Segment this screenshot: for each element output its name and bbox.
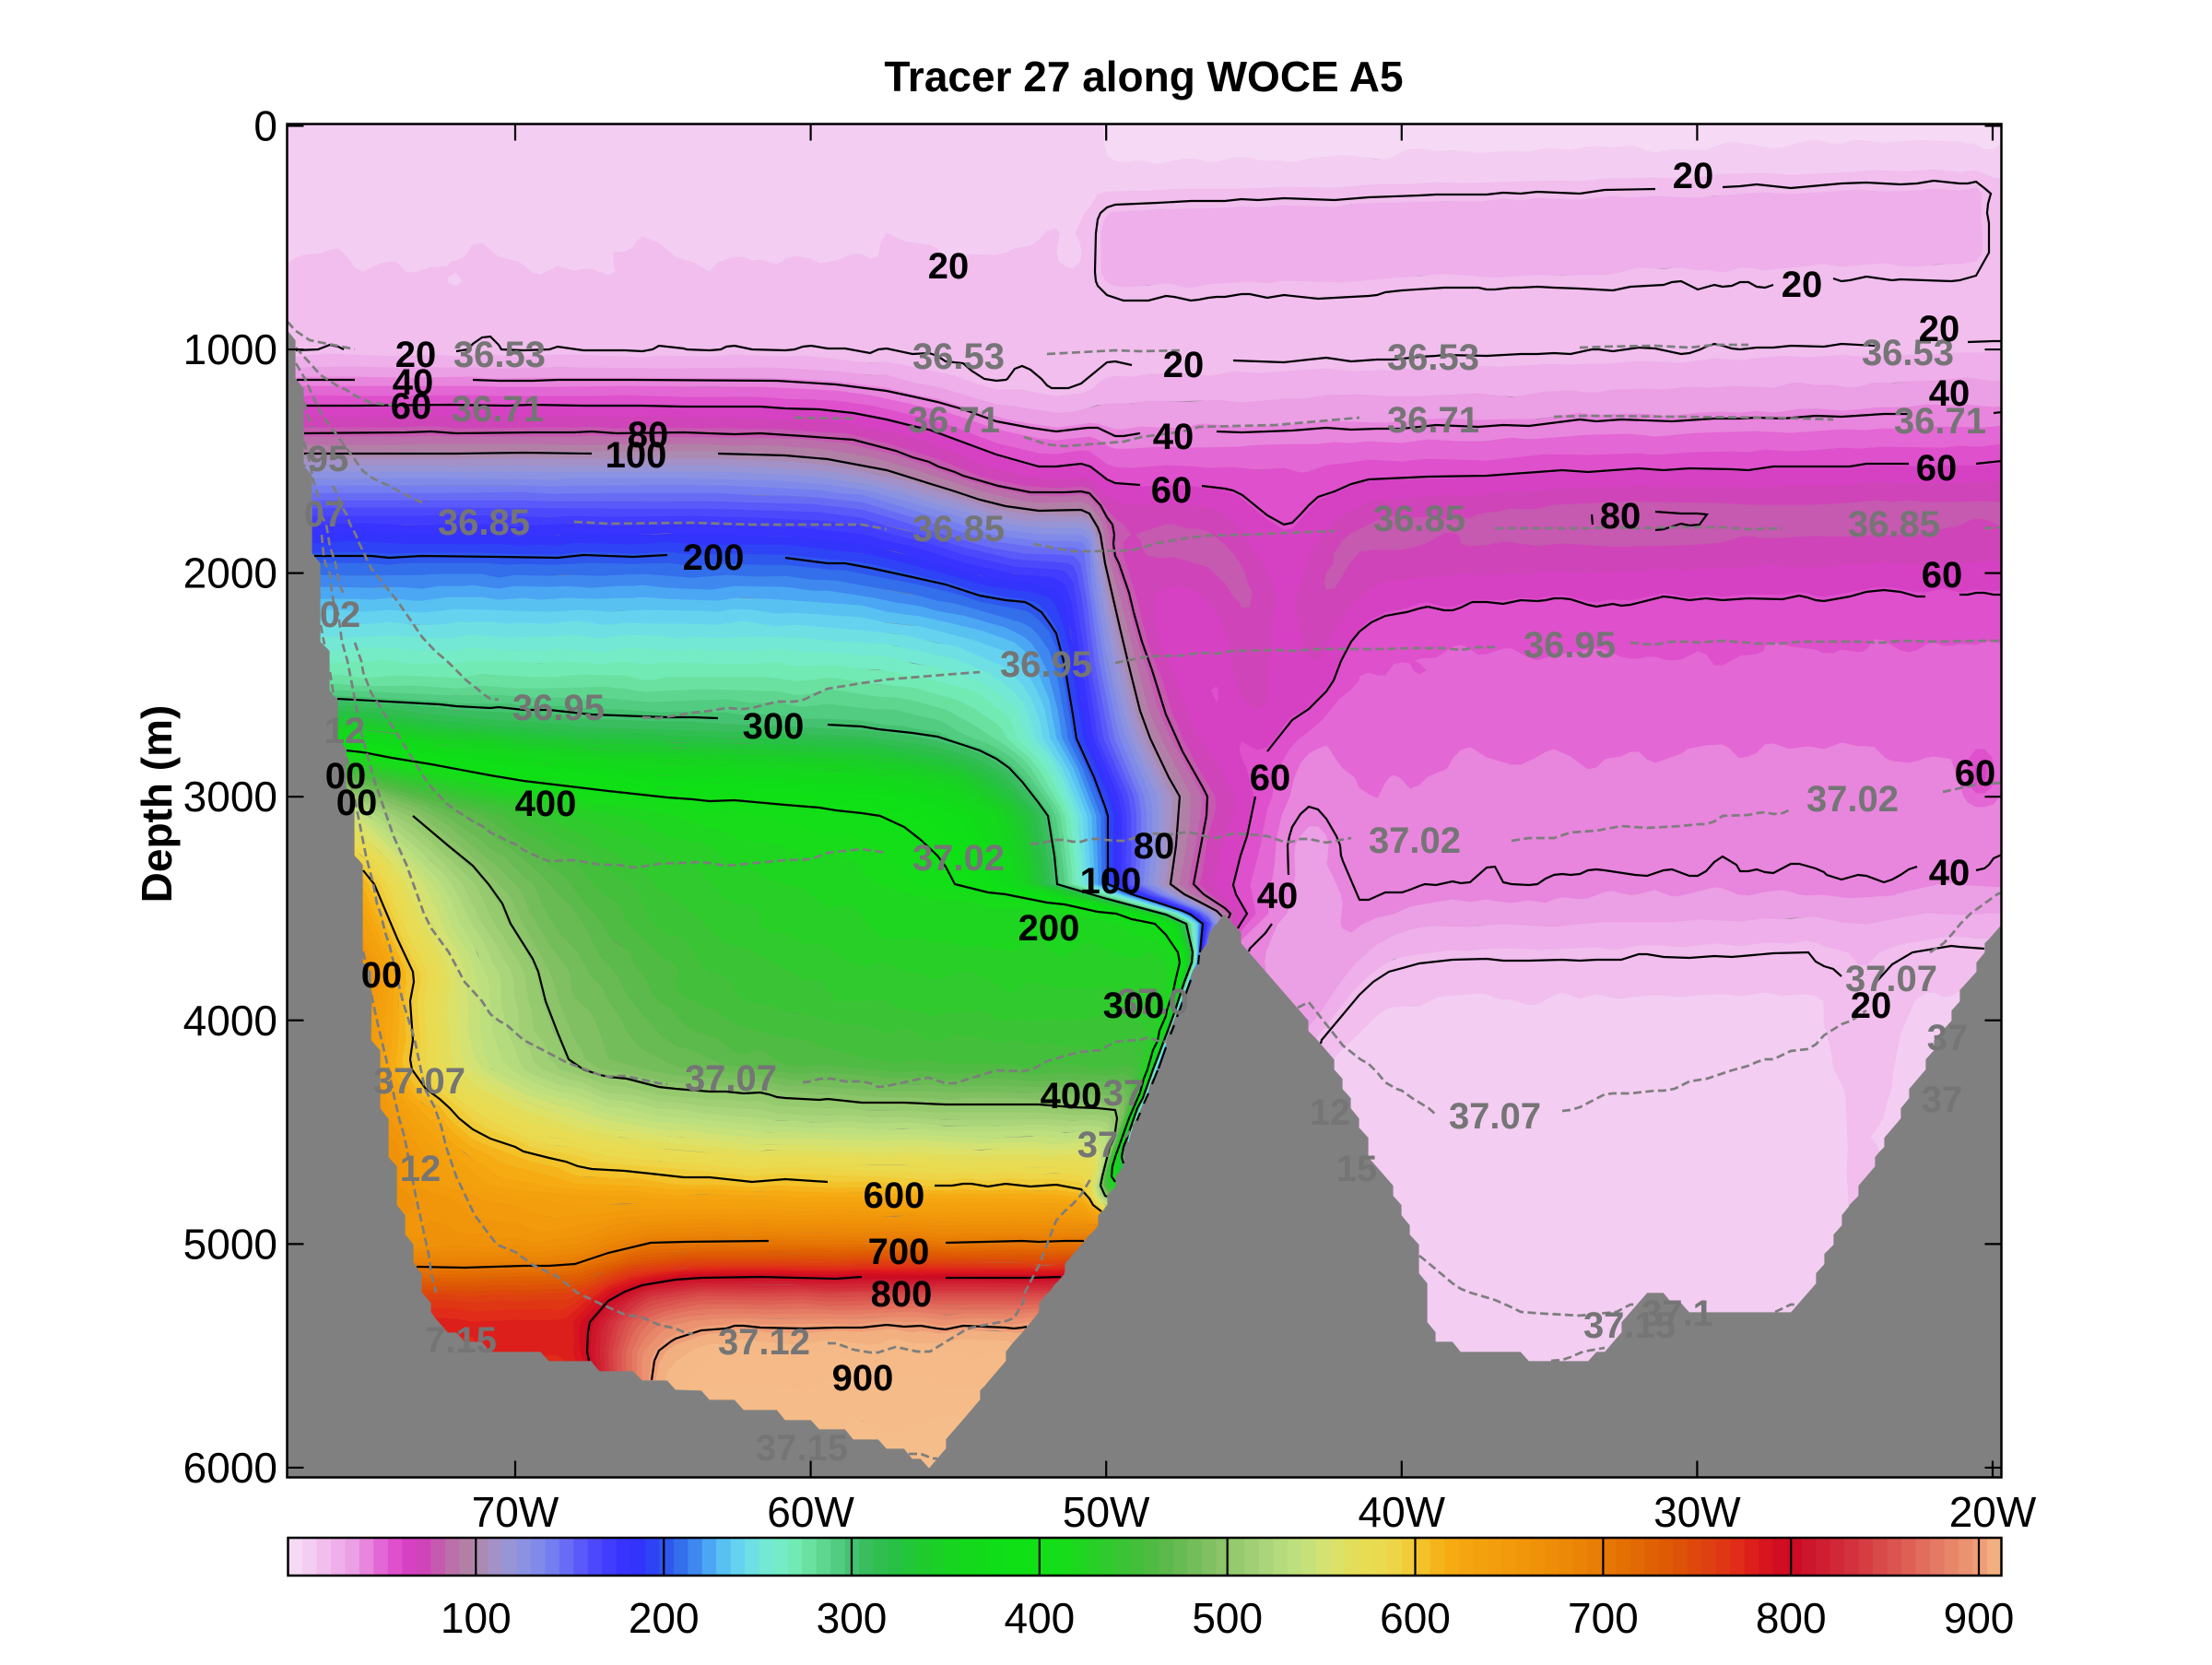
svg-text:900: 900 — [1944, 1594, 2015, 1642]
svg-text:37.02: 37.02 — [912, 838, 1005, 879]
svg-text:60: 60 — [1955, 753, 1996, 794]
svg-text:20: 20 — [1163, 345, 1205, 385]
svg-text:60: 60 — [1922, 555, 1963, 596]
svg-text:100: 100 — [606, 435, 667, 476]
svg-text:500: 500 — [1192, 1594, 1263, 1642]
svg-text:37.07: 37.07 — [685, 1058, 777, 1099]
svg-text:37.07: 37.07 — [373, 1061, 465, 1102]
svg-text:12: 12 — [324, 711, 366, 751]
svg-text:37.12: 37.12 — [718, 1322, 810, 1363]
svg-text:37.02: 37.02 — [1369, 821, 1461, 861]
svg-text:15: 15 — [1336, 1149, 1378, 1189]
svg-text:40W: 40W — [1359, 1488, 1446, 1536]
svg-text:00: 00 — [325, 756, 367, 797]
svg-text:36.71: 36.71 — [1387, 400, 1479, 441]
svg-text:60: 60 — [391, 386, 432, 427]
svg-text:20: 20 — [1851, 986, 1892, 1026]
svg-text:400: 400 — [1041, 1076, 1102, 1116]
svg-text:00: 00 — [336, 783, 378, 823]
svg-text:36.53: 36.53 — [1387, 337, 1479, 378]
svg-text:95: 95 — [308, 439, 349, 479]
svg-text:4000: 4000 — [183, 997, 277, 1045]
svg-text:300: 300 — [1103, 986, 1165, 1026]
svg-text:800: 800 — [871, 1274, 933, 1315]
svg-text:1000: 1000 — [183, 325, 277, 373]
svg-text:100: 100 — [441, 1594, 512, 1642]
svg-text:Tracer 27 along WOCE A5: Tracer 27 along WOCE A5 — [884, 53, 1403, 100]
svg-text:20: 20 — [1919, 309, 1960, 349]
svg-text:5000: 5000 — [183, 1220, 277, 1268]
svg-text:37.15: 37.15 — [756, 1428, 848, 1469]
svg-text:37.07: 37.07 — [1845, 959, 1937, 999]
svg-text:36.85: 36.85 — [912, 509, 1005, 549]
svg-text:37.15: 37.15 — [1583, 1305, 1676, 1346]
svg-text:37.02: 37.02 — [1806, 779, 1899, 820]
svg-text:36.71: 36.71 — [908, 400, 1000, 441]
svg-text:80: 80 — [1134, 826, 1175, 867]
svg-text:300: 300 — [743, 706, 805, 747]
svg-text:40: 40 — [1257, 876, 1299, 916]
svg-text:37: 37 — [1922, 1080, 1963, 1120]
svg-text:20: 20 — [1782, 265, 1823, 305]
svg-text:37: 37 — [1927, 1018, 1969, 1058]
svg-text:37.1: 37.1 — [1641, 1293, 1713, 1334]
svg-text:100: 100 — [1080, 861, 1142, 902]
svg-text:900: 900 — [832, 1358, 894, 1399]
svg-text:400: 400 — [1005, 1594, 1076, 1642]
svg-text:60: 60 — [1916, 448, 1958, 489]
svg-text:20: 20 — [395, 335, 437, 375]
svg-text:80: 80 — [628, 415, 669, 455]
svg-text:20: 20 — [928, 246, 970, 287]
svg-text:Depth (m): Depth (m) — [133, 705, 181, 903]
svg-text:36.53: 36.53 — [1862, 333, 1954, 373]
svg-text:37: 37 — [1077, 1125, 1119, 1165]
svg-text:600: 600 — [864, 1175, 925, 1216]
svg-text:20: 20 — [1673, 156, 1714, 196]
svg-text:3000: 3000 — [183, 773, 277, 821]
svg-text:36.95: 36.95 — [1524, 625, 1616, 666]
svg-text:800: 800 — [1756, 1594, 1827, 1642]
svg-text:70W: 70W — [472, 1488, 559, 1536]
svg-text:37.0: 37.0 — [1117, 982, 1189, 1022]
svg-text:40: 40 — [1929, 373, 1971, 414]
svg-text:60: 60 — [1151, 470, 1193, 511]
svg-text:36.95: 36.95 — [1000, 644, 1092, 685]
svg-text:700: 700 — [1568, 1594, 1639, 1642]
svg-text:60: 60 — [1250, 758, 1291, 798]
svg-text:40: 40 — [1153, 417, 1194, 457]
svg-text:37.07: 37.07 — [1449, 1096, 1541, 1137]
svg-text:36.85: 36.85 — [1848, 504, 1940, 545]
svg-text:36.71: 36.71 — [452, 389, 544, 430]
svg-text:200: 200 — [683, 537, 745, 578]
svg-text:36.95: 36.95 — [512, 688, 605, 728]
svg-text:60W: 60W — [767, 1488, 854, 1536]
svg-text:37: 37 — [1103, 1073, 1145, 1114]
svg-text:50W: 50W — [1063, 1488, 1150, 1536]
svg-text:30W: 30W — [1653, 1488, 1741, 1536]
svg-text:36.71: 36.71 — [1894, 401, 1986, 442]
svg-text:00: 00 — [361, 955, 403, 996]
svg-text:80: 80 — [1600, 496, 1641, 537]
svg-text:400: 400 — [515, 784, 577, 824]
svg-text:20W: 20W — [1949, 1488, 2037, 1536]
svg-text:300: 300 — [817, 1594, 888, 1642]
svg-text:36.85: 36.85 — [1373, 499, 1465, 539]
svg-text:200: 200 — [1018, 908, 1080, 949]
svg-text:07: 07 — [304, 494, 346, 535]
svg-text:600: 600 — [1380, 1594, 1451, 1642]
svg-text:36.53: 36.53 — [912, 337, 1005, 377]
svg-text:0: 0 — [253, 102, 277, 150]
svg-text:40: 40 — [1929, 853, 1971, 893]
svg-text:36.53: 36.53 — [453, 335, 546, 375]
svg-text:36.85: 36.85 — [438, 502, 530, 543]
svg-text:2000: 2000 — [183, 549, 277, 597]
svg-text:02: 02 — [320, 595, 361, 635]
svg-text:12: 12 — [1310, 1092, 1351, 1133]
svg-text:7.15: 7.15 — [425, 1320, 497, 1361]
svg-text:6000: 6000 — [183, 1444, 277, 1492]
svg-text:12: 12 — [400, 1149, 441, 1189]
svg-text:700: 700 — [868, 1232, 930, 1272]
svg-text:200: 200 — [629, 1594, 700, 1642]
svg-text:40: 40 — [393, 362, 434, 403]
